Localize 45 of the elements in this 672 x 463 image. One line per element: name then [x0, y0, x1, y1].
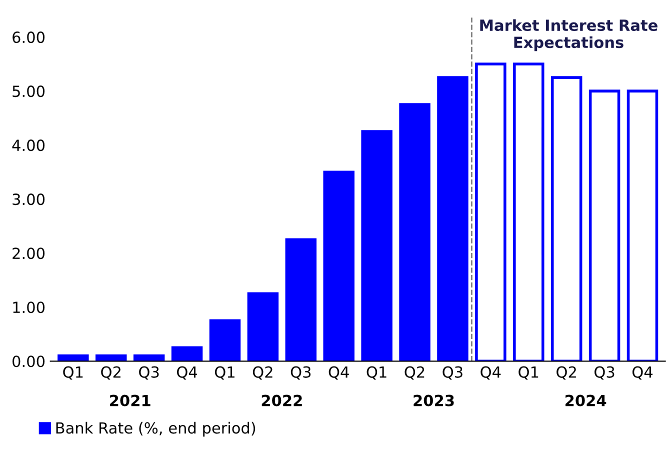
y-tick-label: 5.00 — [12, 86, 45, 98]
x-tick-label: Q3 — [442, 366, 462, 380]
x-tick-label: Q4 — [632, 366, 653, 380]
bar — [285, 238, 317, 362]
bar — [323, 170, 354, 362]
text: 2023 — [414, 394, 454, 406]
x-tick-label: Q3 — [594, 366, 614, 380]
y-tick-label: 6.00 — [12, 32, 45, 44]
x-tick-label: Q1 — [63, 366, 83, 380]
text: 2021 — [110, 394, 150, 406]
x-tick-label: Q3 — [139, 366, 159, 380]
x-tick-label: Q2 — [101, 366, 120, 380]
bar — [96, 354, 127, 362]
bar — [133, 354, 165, 362]
bar — [58, 354, 89, 362]
x-tick-label: Q1 — [518, 366, 538, 380]
x-tick-label: Q4 — [328, 366, 349, 380]
bar — [361, 130, 392, 362]
bar — [247, 292, 279, 362]
y-tick-label: 2.00 — [12, 248, 45, 260]
bar — [437, 76, 468, 362]
bar — [550, 76, 582, 362]
bar — [475, 62, 506, 362]
x-tick-label: Q1 — [366, 366, 386, 380]
bar — [209, 319, 241, 362]
text: 2022 — [262, 394, 302, 406]
bar — [513, 62, 544, 362]
legend-label: Bank Rate (%, end period) — [56, 422, 256, 437]
x-tick-label: Q2 — [556, 366, 576, 380]
x-tick-label: Q4 — [480, 366, 501, 380]
y-tick-label: 1.00 — [13, 302, 45, 314]
bar — [588, 90, 620, 362]
y-tick-label: 4.00 — [12, 140, 45, 152]
y-tick-label: 3.00 — [12, 194, 45, 206]
x-tick-label: Q2 — [404, 366, 424, 380]
text: 2024 — [566, 394, 606, 406]
x-tick-label: Q1 — [214, 366, 234, 380]
x-tick-label: Q2 — [252, 366, 272, 380]
annotation: Market Interest Rate Expectations — [480, 19, 658, 52]
x-tick-label: Q4 — [177, 366, 198, 380]
x-tick-label: Q3 — [290, 366, 311, 380]
bar — [626, 90, 658, 362]
bar — [399, 103, 430, 362]
bar — [171, 346, 203, 362]
y-tick-label: 0.00 — [12, 356, 45, 368]
